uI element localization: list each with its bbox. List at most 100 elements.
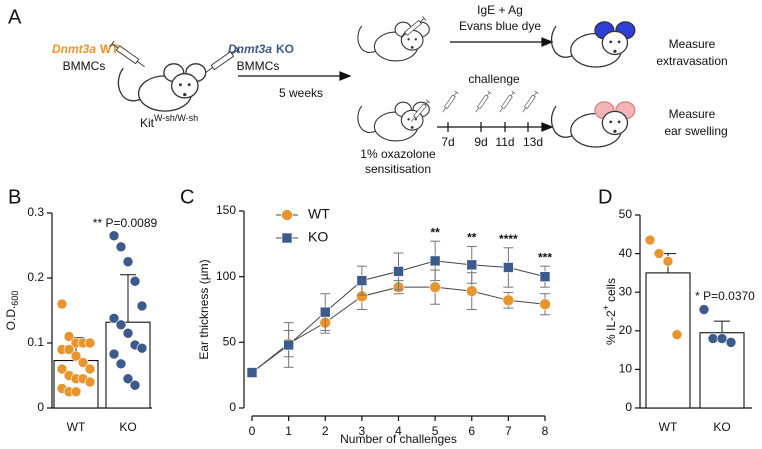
- data-point: [108, 348, 120, 360]
- data-point: [393, 266, 404, 277]
- plunger: [534, 90, 539, 94]
- plunger: [424, 101, 429, 106]
- eye: [178, 83, 182, 87]
- plunger: [235, 46, 241, 54]
- needle: [410, 116, 416, 122]
- y-label-sub: 600: [10, 291, 20, 306]
- y-label-sup: +: [601, 305, 611, 310]
- data-point: [466, 259, 478, 271]
- data-point: [283, 339, 294, 351]
- needle: [400, 33, 407, 39]
- y-tick-label: 10: [619, 362, 633, 376]
- eye: [414, 118, 417, 121]
- day: 7d: [441, 135, 454, 149]
- syringe: [522, 90, 539, 113]
- legend-label: WT: [308, 206, 330, 222]
- y-tick-label: 0.3: [27, 205, 44, 219]
- plunger: [422, 16, 427, 21]
- data-point: [129, 275, 141, 287]
- y-tick-label: 50: [619, 207, 633, 221]
- data-point: [122, 327, 134, 339]
- y-tick-label: 20: [619, 323, 633, 337]
- mouse: [551, 21, 636, 68]
- panel-label: B: [8, 186, 21, 208]
- genotype: WT: [100, 42, 119, 56]
- x-tick-label: KO: [119, 420, 136, 434]
- plunger: [533, 92, 537, 97]
- plunger: [453, 92, 457, 97]
- annotation: ** P=0.0089: [93, 216, 158, 230]
- arrows: [238, 37, 554, 132]
- x-tick-label: 5: [432, 424, 439, 438]
- x-tick-label: 0: [249, 424, 256, 438]
- plunger: [454, 90, 459, 94]
- nose: [410, 126, 414, 129]
- data-point: [653, 248, 665, 259]
- barrel: [444, 94, 456, 110]
- x-tick-label: WT: [659, 420, 678, 434]
- eye: [617, 40, 621, 44]
- y-label-end: cells: [604, 278, 618, 302]
- data-point: [671, 329, 683, 340]
- y-tick-label: 0: [229, 400, 236, 414]
- barrel: [210, 51, 235, 71]
- nose: [613, 129, 617, 133]
- eye: [407, 38, 410, 41]
- significance: ****: [499, 232, 518, 246]
- duration: 5 weeks: [279, 86, 323, 100]
- data-point: [716, 333, 728, 344]
- data-point: [56, 298, 68, 310]
- y-label-main: % IL-2: [604, 310, 618, 345]
- data-point: [644, 234, 656, 246]
- tail: [117, 67, 142, 102]
- data-point: [502, 294, 515, 307]
- y-tick-label: 50: [223, 335, 237, 349]
- data-point: [539, 271, 551, 282]
- annotation: * P=0.0370: [695, 289, 755, 303]
- panel-label: D: [598, 186, 612, 208]
- tail: [551, 105, 574, 138]
- strain-sup: W-sh/W-sh: [154, 113, 198, 123]
- data-point: [63, 331, 75, 342]
- plunger: [511, 90, 516, 94]
- data-point: [136, 342, 148, 354]
- eye: [414, 38, 417, 41]
- syringe: [205, 46, 241, 73]
- plunger: [487, 90, 492, 94]
- x-tick-label: 1: [285, 424, 292, 438]
- day: 13d: [523, 135, 543, 149]
- data-point: [122, 373, 134, 385]
- y-tick-label: 30: [619, 284, 633, 298]
- data-point: [115, 358, 127, 370]
- sensitisation: sensitisation: [365, 162, 431, 176]
- barrel: [477, 94, 489, 110]
- y-axis-label: % IL-2+ cells: [601, 278, 618, 345]
- data-point: [319, 306, 331, 318]
- gene: Dnmt3a: [52, 42, 96, 56]
- y-tick-label: 0.1: [27, 335, 44, 349]
- data-point: [115, 319, 127, 331]
- syringe: [499, 90, 516, 113]
- x-tick-label: WT: [67, 420, 86, 434]
- data-point: [108, 312, 120, 324]
- barrel: [524, 94, 536, 110]
- y-tick-label: 0: [625, 400, 632, 414]
- x-tick-label: 2: [322, 424, 329, 438]
- treatment: Evans blue dye: [459, 19, 541, 33]
- eye: [187, 83, 191, 87]
- readout: ear swelling: [664, 124, 727, 138]
- data-point: [725, 337, 737, 348]
- y-tick-label: 0.2: [27, 270, 44, 284]
- data-point: [63, 344, 75, 355]
- plunger: [109, 40, 115, 48]
- y-tick-label: 100: [216, 269, 236, 283]
- head: [170, 73, 199, 99]
- x-axis-label: Number of challenges: [340, 432, 457, 446]
- x-tick-label: 6: [468, 424, 475, 438]
- plunger: [510, 92, 514, 97]
- tail: [357, 25, 377, 53]
- readout: Measure: [669, 37, 716, 51]
- y-label-main: O.D.: [4, 306, 18, 331]
- day: 9d: [474, 135, 487, 149]
